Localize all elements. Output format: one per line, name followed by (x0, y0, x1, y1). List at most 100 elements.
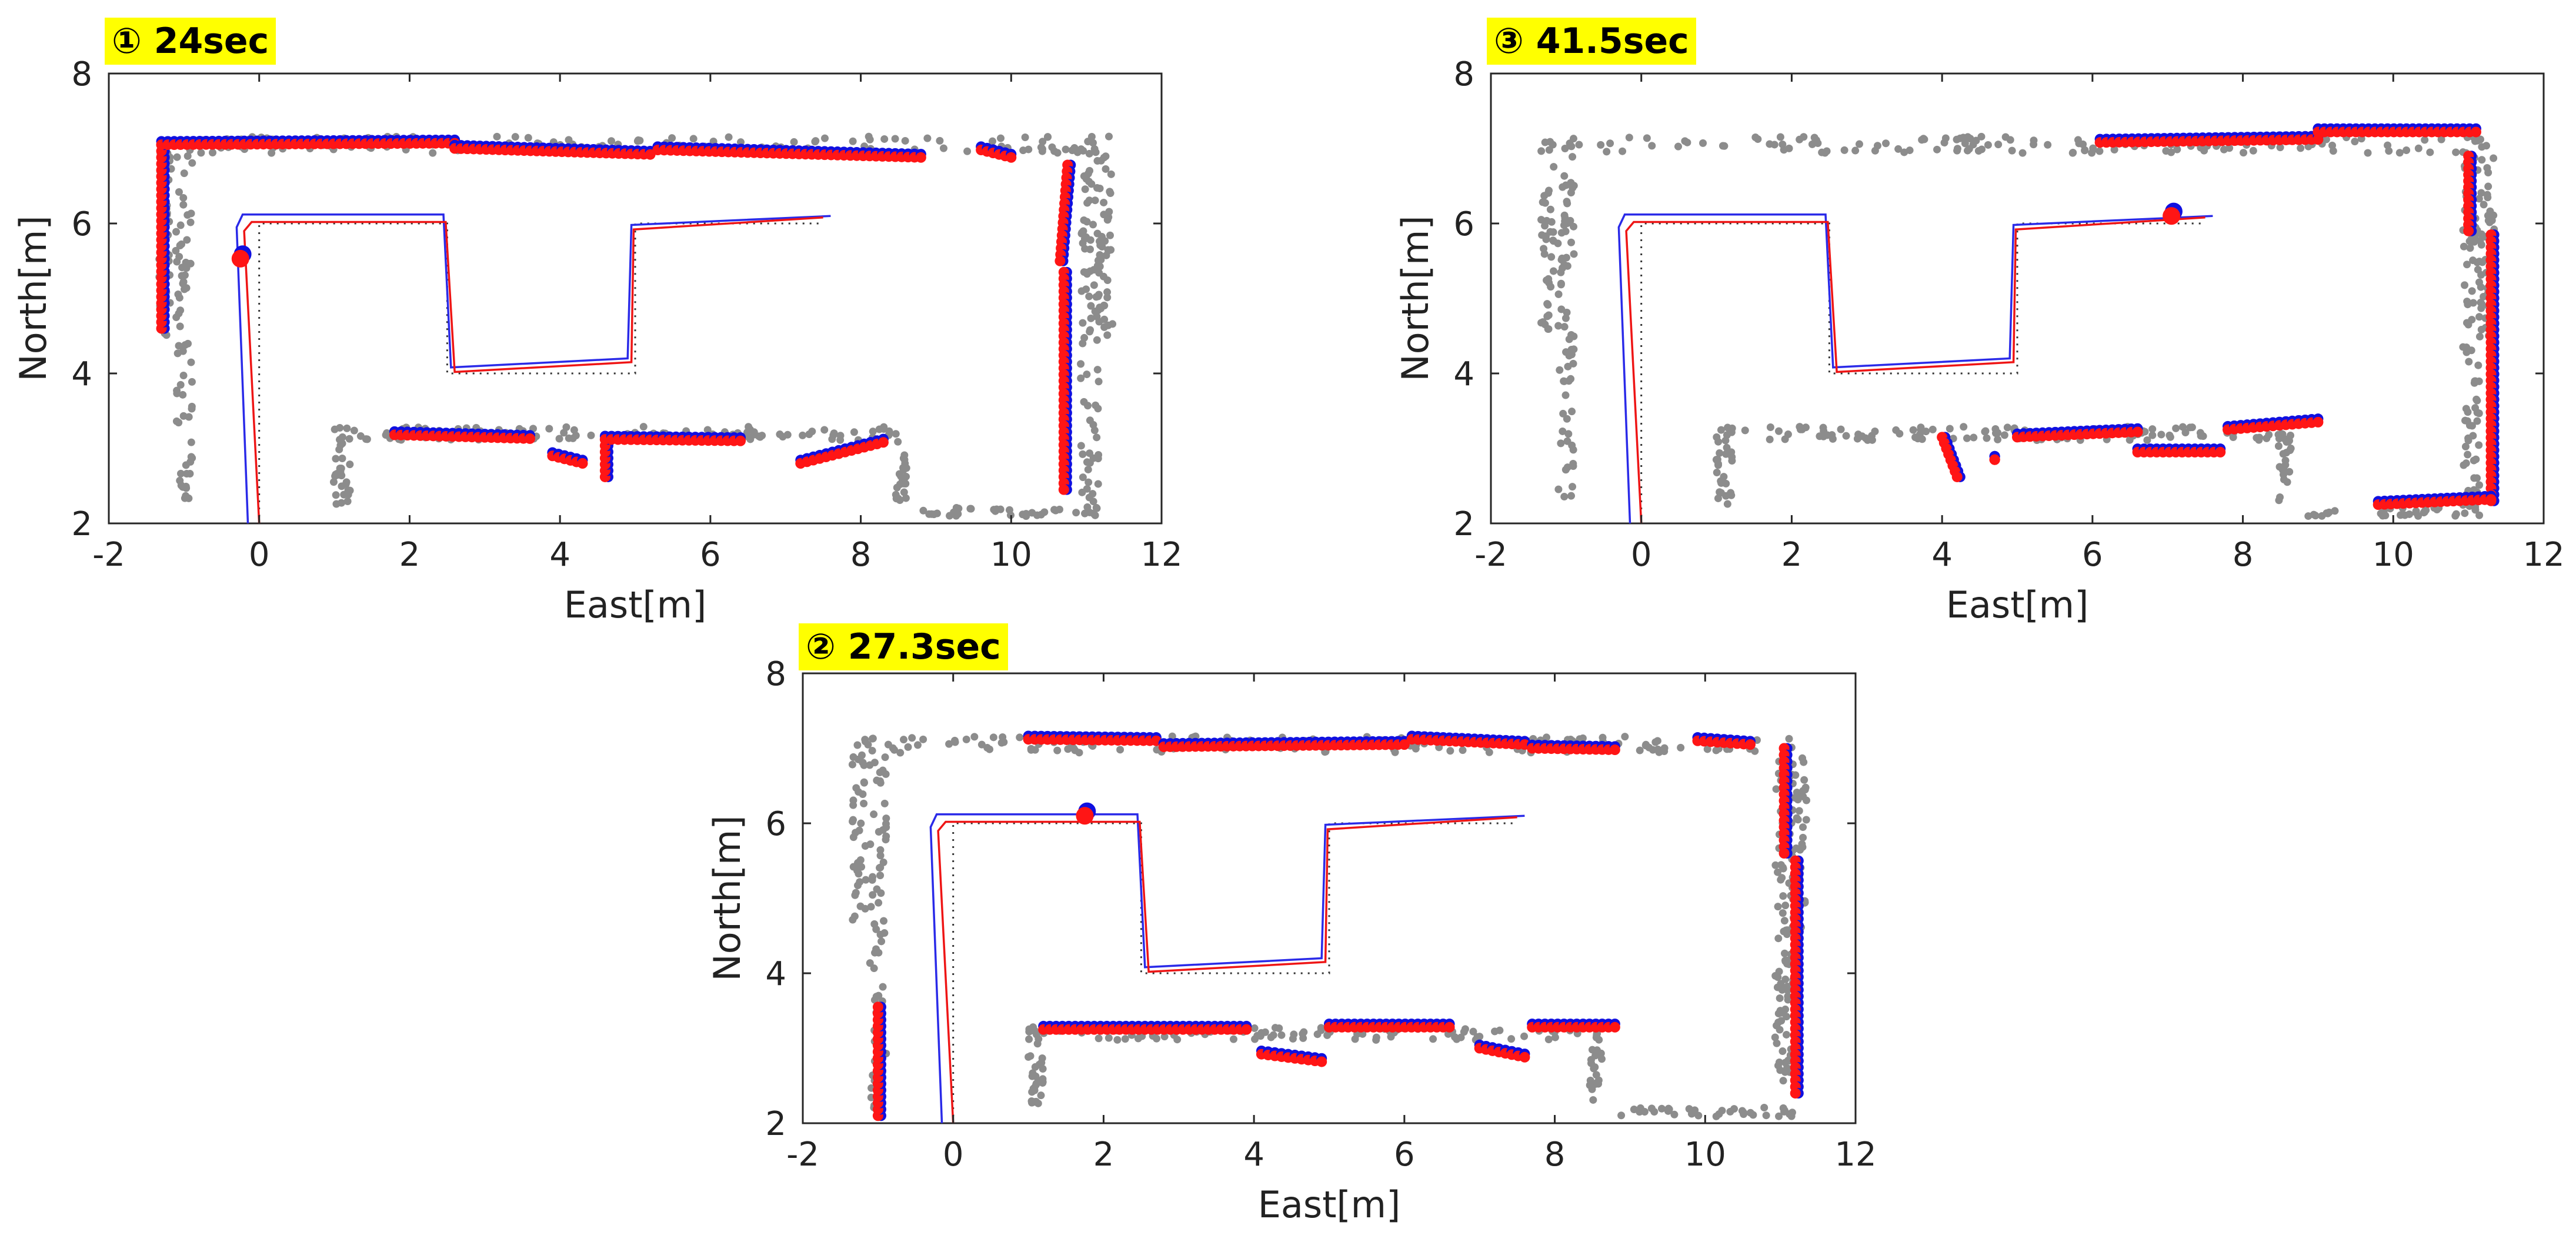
obstacle-point (1095, 450, 1103, 459)
obstacle-point (1772, 785, 1780, 793)
obstacle-point (689, 135, 698, 143)
slam-plot: -2 0 2 4 6 8 10 12 2 4 6 8 East[m] North[m] (706, 655, 1877, 1226)
obstacle-point (1037, 510, 1045, 519)
x-tick-label: 10 (2373, 536, 2414, 574)
obstacle-point (1778, 141, 1787, 149)
obstacle-point (2475, 313, 2484, 321)
obstacle-point (1969, 141, 1977, 149)
obstacle-point (2088, 149, 2096, 157)
obstacle-point (2471, 377, 2480, 385)
map-point-red (1609, 744, 1620, 756)
obstacle-point (346, 460, 354, 469)
y-tick-label: 2 (765, 1105, 786, 1143)
obstacle-point (1080, 172, 1088, 181)
panel-24sec: ① 24sec -2 0 2 4 6 8 10 12 2 4 6 8 East[m] North[m] (0, 0, 1235, 647)
obstacle-point (1727, 489, 1735, 497)
obstacle-point (880, 929, 889, 937)
obstacle-point (2475, 195, 2483, 203)
obstacle-point (2287, 432, 2295, 440)
obstacle-point (1703, 745, 1711, 753)
obstacle-point (1173, 1036, 1182, 1044)
obstacle-point (1774, 903, 1782, 911)
obstacle-point (1591, 1051, 1600, 1060)
obstacle-point (1795, 807, 1803, 815)
obstacle-point (1961, 139, 1969, 148)
obstacle-point (1781, 1005, 1790, 1013)
obstacle-point (1546, 205, 1554, 213)
obstacle-point (668, 134, 676, 142)
obstacle-point (1075, 749, 1083, 757)
obstacle-point (345, 435, 353, 443)
obstacle-point (868, 747, 876, 755)
x-tick-label: 4 (1931, 536, 1953, 574)
obstacle-point (2482, 142, 2491, 150)
obstacle-point (1029, 1084, 1037, 1093)
obstacle-point (2166, 433, 2174, 441)
obstacle-point (1556, 366, 1564, 374)
obstacle-point (2329, 147, 2337, 155)
obstacle-point (939, 144, 947, 152)
obstacle-point (607, 137, 615, 145)
obstacle-point (1085, 478, 1093, 486)
obstacle-point (176, 322, 184, 330)
obstacle-point (2044, 141, 2052, 149)
obstacle-point (183, 152, 192, 160)
obstacle-point (1300, 1028, 1308, 1036)
obstacle-point (1592, 1071, 1600, 1079)
obstacle-point (363, 435, 371, 443)
obstacle-point (869, 891, 877, 899)
obstacle-point (1019, 510, 1027, 519)
obstacle-point (181, 341, 189, 349)
x-tick-label: 6 (2082, 536, 2103, 574)
obstacle-point (1537, 216, 1546, 224)
obstacle-point (2471, 506, 2480, 514)
x-tick-label: 2 (1093, 1136, 1115, 1174)
map-point-red (1241, 1024, 1252, 1035)
obstacle-point (2110, 146, 2118, 154)
obstacle-point (2486, 207, 2494, 215)
obstacle-point (332, 455, 340, 463)
x-tick-label: 8 (2233, 536, 2254, 574)
obstacle-point (1541, 138, 1549, 146)
obstacle-point (1691, 1106, 1699, 1114)
obstacle-point (2405, 510, 2414, 518)
map-point-red (1058, 484, 1069, 495)
obstacle-point (850, 428, 858, 436)
obstacle-point (1257, 1029, 1266, 1037)
obstacle-point (1560, 323, 1569, 331)
obstacle-point (2095, 147, 2104, 155)
obstacle-point (1941, 134, 1950, 142)
obstacle-point (1000, 738, 1008, 746)
obstacle-point (1025, 1035, 1033, 1043)
obstacle-point (2324, 509, 2332, 518)
obstacle-point (836, 436, 845, 444)
obstacle-point (1560, 493, 1569, 501)
obstacle-point (1717, 426, 1725, 434)
obstacle-point (1070, 143, 1079, 152)
obstacle-point (1677, 743, 1685, 752)
obstacle-point (1894, 145, 1903, 153)
obstacle-point (177, 469, 185, 478)
obstacle-point (338, 455, 346, 463)
obstacle-point (1520, 1032, 1529, 1040)
obstacle-point (2279, 450, 2287, 458)
obstacle-point (2331, 507, 2339, 515)
obstacle-point (1770, 141, 1778, 149)
obstacle-point (2463, 417, 2471, 425)
obstacle-point (1575, 141, 1583, 149)
obstacle-point (856, 878, 864, 886)
obstacle-point (1106, 189, 1115, 198)
obstacle-point (1544, 275, 1553, 283)
obstacle-point (2274, 442, 2283, 450)
obstacle-point (1567, 375, 1575, 383)
obstacle-point (1554, 485, 1563, 493)
obstacle-point (1547, 218, 1556, 226)
obstacle-point (1798, 754, 1807, 762)
obstacle-point (1028, 1072, 1036, 1080)
obstacle-point (1778, 1047, 1787, 1056)
obstacle-point (1723, 431, 1731, 439)
obstacle-point (1093, 433, 1101, 442)
obstacle-point (1089, 221, 1097, 229)
slam-plot: -2 0 2 4 6 8 10 12 2 4 6 8 East[m] North[m] (1394, 55, 2565, 626)
obstacle-point (877, 937, 886, 946)
